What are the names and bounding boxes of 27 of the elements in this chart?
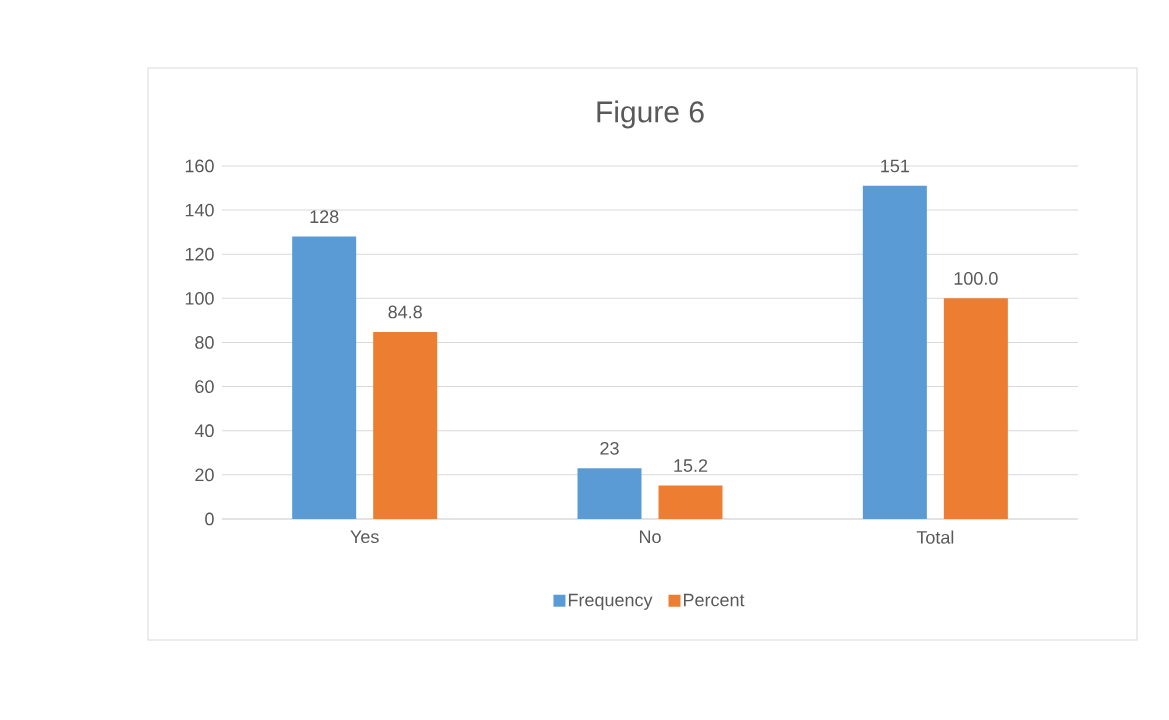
data-label: 100.0 <box>954 272 998 285</box>
legend-label: Frequency <box>568 593 653 610</box>
y-tick-label: 0 <box>205 512 214 526</box>
y-tick-label: 40 <box>194 424 214 438</box>
data-label: 23 <box>600 441 619 455</box>
data-label: 151 <box>881 159 909 173</box>
y-tick-label: 80 <box>195 336 214 349</box>
data-label: 15.2 <box>674 459 708 472</box>
x-tick-label: Total <box>916 530 954 544</box>
bar <box>658 485 723 519</box>
y-tick-label: 160 <box>185 159 214 173</box>
bar <box>943 298 1008 519</box>
bar <box>373 331 438 519</box>
legend-label: Percent <box>683 593 745 607</box>
data-label: 84.8 <box>388 305 422 319</box>
chart-title: Figure 6 <box>597 100 704 129</box>
bar <box>862 185 927 519</box>
x-tick-label: Yes <box>350 530 379 544</box>
bar <box>292 236 357 519</box>
x-tick-label: No <box>639 530 661 544</box>
data-label: 128 <box>310 210 339 224</box>
y-tick-label: 140 <box>185 203 214 217</box>
y-tick-label: 20 <box>195 468 214 482</box>
y-tick-label: 100 <box>185 291 214 305</box>
y-tick-label: 60 <box>195 380 214 393</box>
bar <box>577 468 642 519</box>
y-tick-label: 120 <box>185 247 214 261</box>
